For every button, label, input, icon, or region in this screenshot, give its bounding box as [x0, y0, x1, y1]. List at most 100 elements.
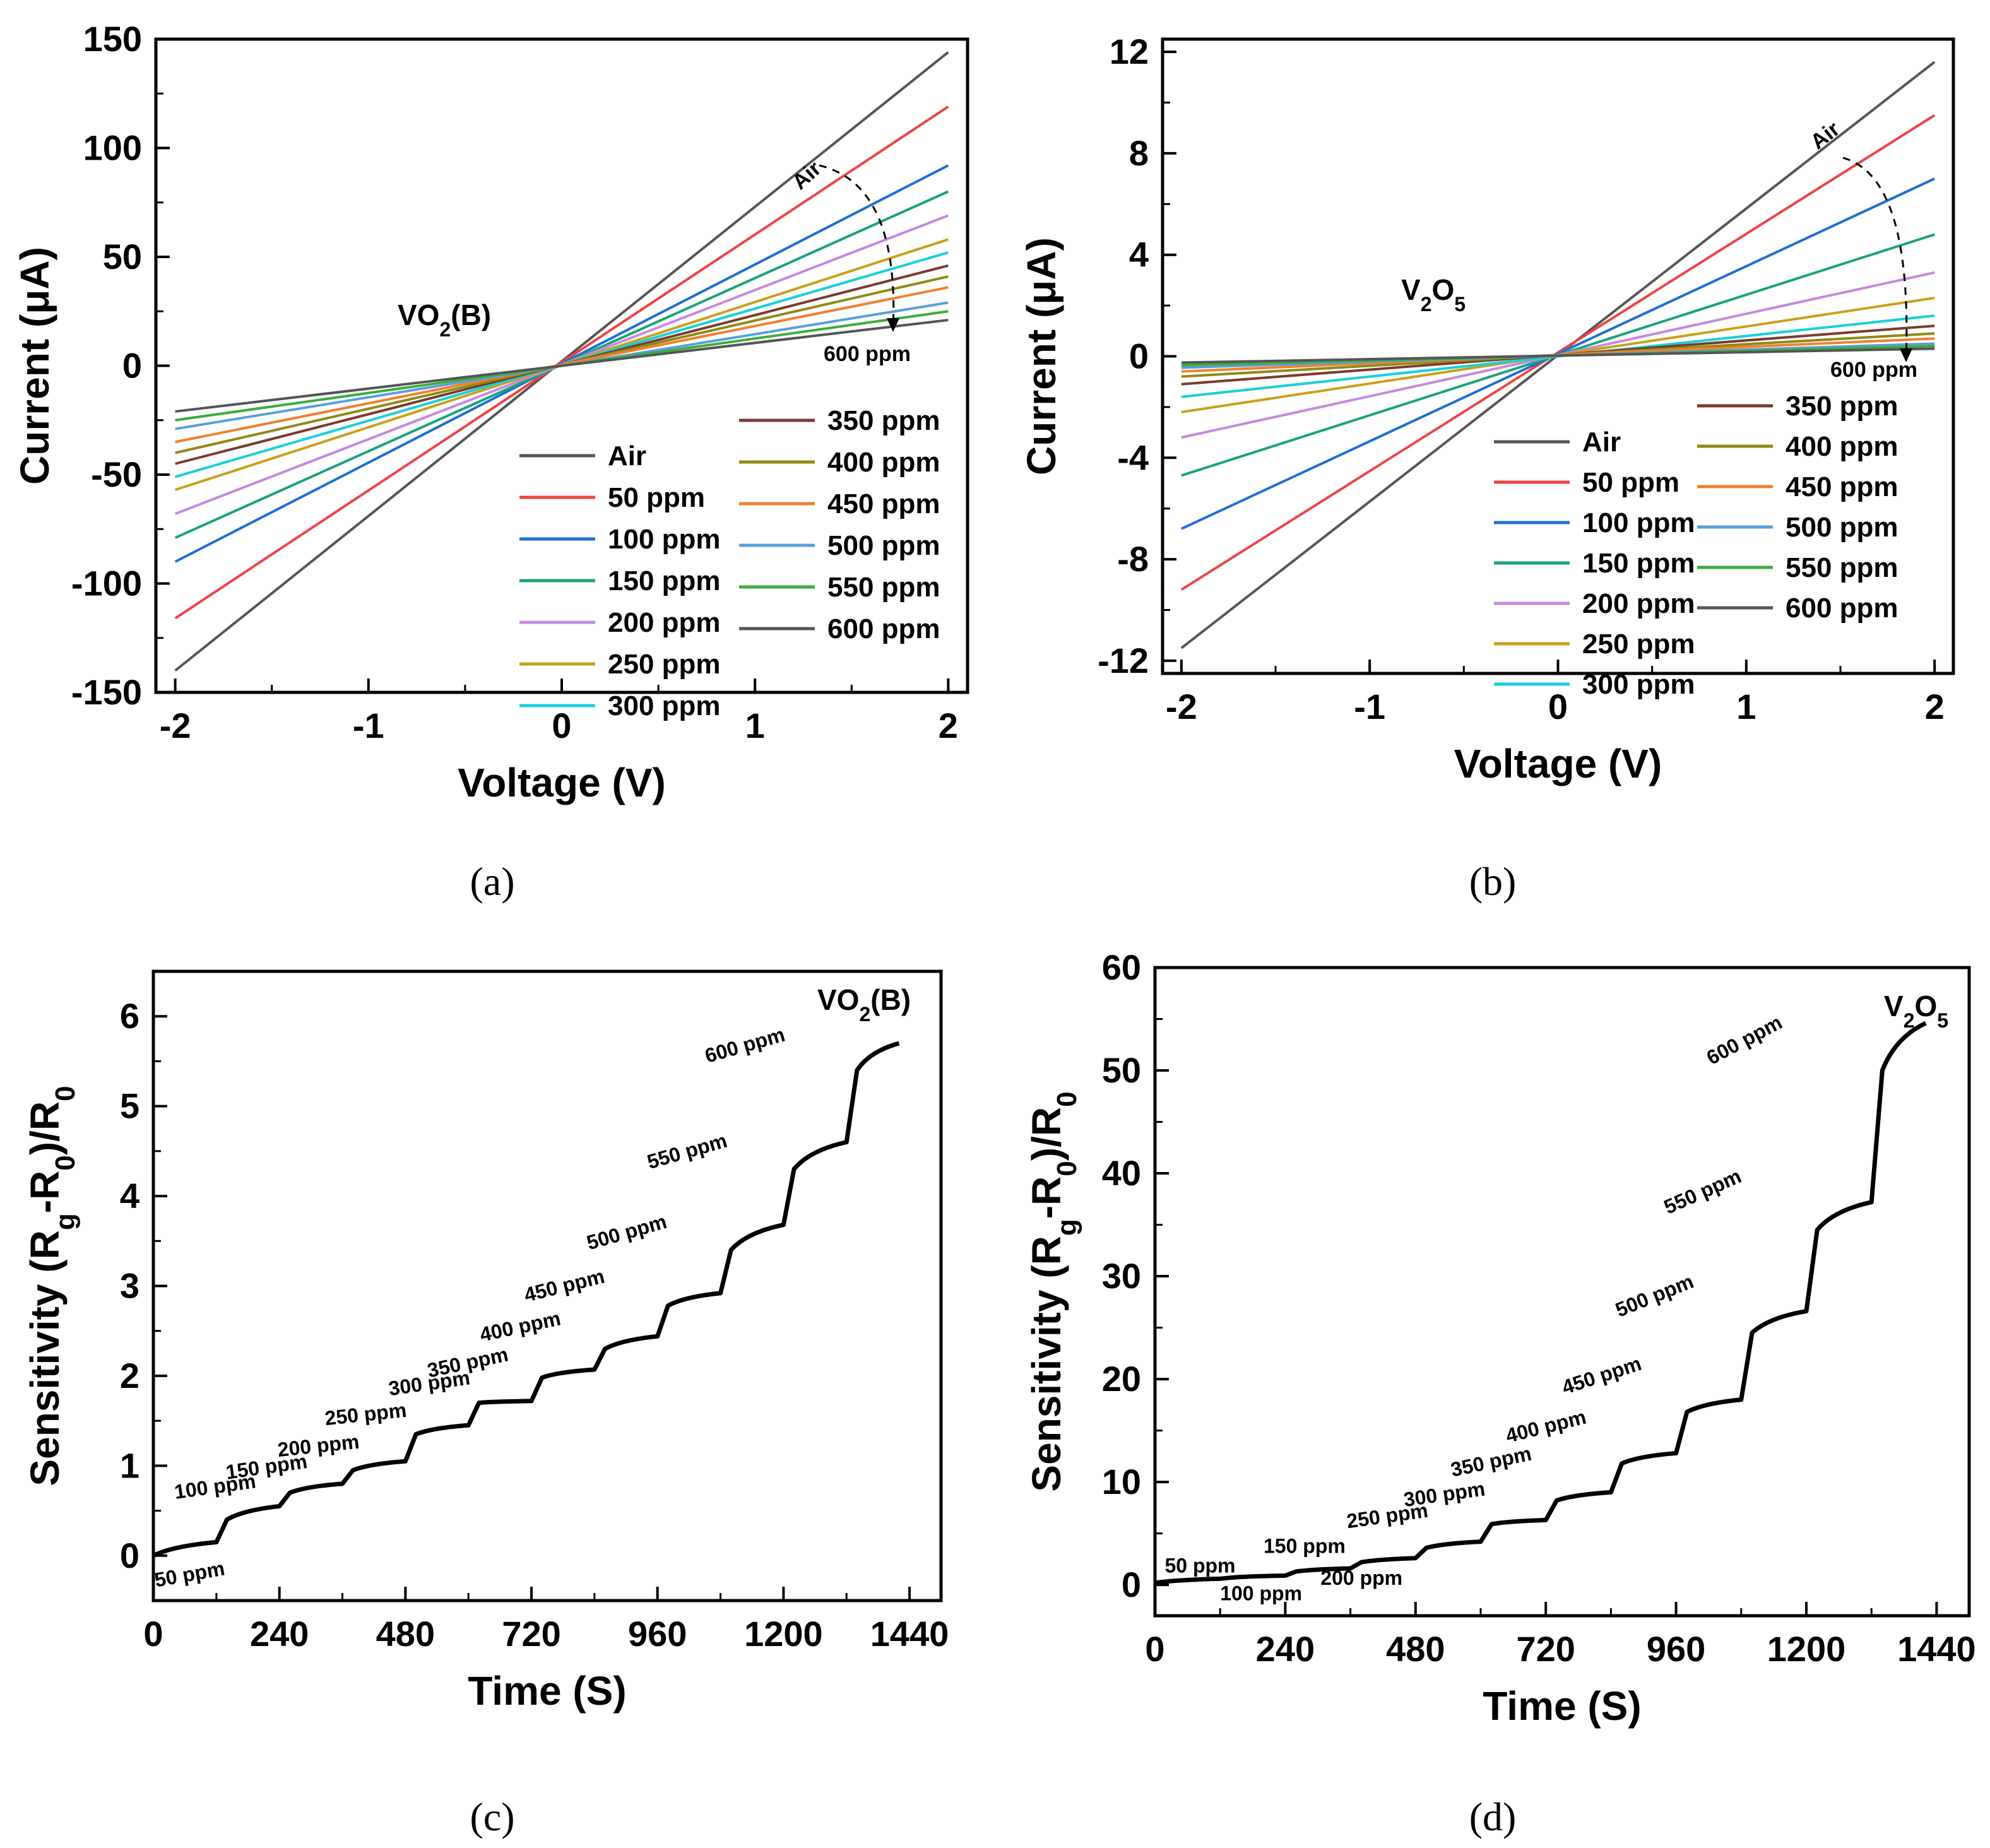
step-label-500-ppm: 500 ppm: [1612, 1270, 1697, 1322]
chart-panel-d: 0 240 480 720 960 1200 1440 0 10 20 30 40 50 60 50 ppm…: [1024, 947, 1976, 1729]
y-axis-label: Sensitivity (Rg-R0)/R0: [22, 1086, 81, 1486]
y-tick-label: 30: [1102, 1256, 1141, 1296]
caption-c: (c): [470, 1794, 514, 1839]
arrow-head-icon: [1900, 348, 1912, 362]
caption-b: (b): [1469, 859, 1517, 904]
legend-label: 300 ppm: [1582, 669, 1695, 700]
x-tick-label: 960: [1647, 1629, 1705, 1669]
y-tick-label: -50: [91, 454, 142, 494]
legend-label: Air: [608, 441, 646, 471]
series-line-600-ppm: [1181, 347, 1935, 364]
step-label-100-ppm: 100 ppm: [1220, 1582, 1302, 1605]
y-tick-label: 5: [120, 1086, 139, 1126]
step-label-300-ppm: 300 ppm: [1402, 1477, 1487, 1511]
y-tick-label: 12: [1110, 32, 1149, 71]
step-label-200-ppm: 200 ppm: [1320, 1567, 1402, 1589]
x-axis-label: Voltage (V): [1454, 741, 1662, 786]
arrow-start-label: Air: [1806, 117, 1845, 154]
step-label-550-ppm: 550 ppm: [644, 1129, 730, 1173]
x-tick-label: 1200: [744, 1614, 823, 1654]
legend-label: 550 ppm: [1786, 552, 1898, 583]
step-label-350-ppm: 350 ppm: [1448, 1442, 1533, 1481]
x-tick-label: 240: [250, 1614, 309, 1654]
sample-label: V2O5: [1884, 990, 1948, 1032]
arrow-end-label: 600 ppm: [1830, 358, 1917, 382]
x-tick-label: 0: [1145, 1629, 1164, 1669]
y-tick-label: 60: [1102, 947, 1141, 987]
legend-label: 200 ppm: [608, 607, 721, 638]
step-label-600-ppm: 600 ppm: [1703, 1010, 1786, 1069]
legend-label: 550 ppm: [827, 572, 940, 603]
y-axis-label: Sensitivity (Rg-R0)/R0: [1024, 1091, 1082, 1491]
y-tick-label: -100: [71, 564, 142, 603]
x-tick-label: 720: [502, 1614, 560, 1654]
x-tick-label: 960: [628, 1614, 687, 1654]
x-axis-label: Time (S): [468, 1668, 626, 1714]
step-label-50-ppm: 50 ppm: [1164, 1555, 1235, 1577]
x-tick-label: 2: [939, 706, 958, 745]
x-tick-label: 480: [376, 1614, 435, 1654]
legend-label: 100 ppm: [1582, 507, 1695, 538]
caption-d: (d): [1469, 1794, 1517, 1839]
y-tick-label: 100: [83, 128, 142, 168]
y-tick-label: -8: [1117, 539, 1149, 579]
legend-label: 200 ppm: [1582, 588, 1695, 619]
x-tick-label: -1: [1354, 687, 1385, 726]
y-tick-label: 1: [120, 1445, 139, 1485]
legend-label: 150 ppm: [1582, 548, 1695, 579]
y-tick-label: 3: [120, 1266, 139, 1306]
legend-label: 250 ppm: [608, 649, 721, 680]
legend-label: 500 ppm: [1786, 512, 1898, 543]
step-label-450-ppm: 450 ppm: [1559, 1352, 1644, 1399]
y-tick-label: 150: [83, 19, 142, 59]
x-tick-label: -1: [353, 706, 384, 745]
step-label-250-ppm: 250 ppm: [324, 1399, 408, 1430]
y-tick-label: 2: [120, 1356, 139, 1395]
y-tick-label: -4: [1117, 437, 1149, 477]
legend-label: 300 ppm: [608, 690, 721, 721]
arrow-head-icon: [887, 318, 899, 332]
y-tick-label: 8: [1129, 133, 1149, 173]
step-label-450-ppm: 450 ppm: [522, 1265, 607, 1306]
y-tick-label: 10: [1102, 1462, 1141, 1502]
y-axis-label: Current (μA): [1019, 237, 1064, 475]
step-label-150-ppm: 150 ppm: [1264, 1535, 1346, 1558]
x-tick-label: 240: [1256, 1629, 1315, 1669]
legend-label: 250 ppm: [1582, 629, 1695, 660]
step-label-50-ppm: 50 ppm: [153, 1557, 227, 1592]
x-tick-label: 1440: [1897, 1629, 1976, 1669]
y-axis-label: Current (μA): [12, 247, 57, 485]
y-tick-label: -12: [1098, 641, 1149, 680]
x-tick-label: 720: [1516, 1629, 1575, 1669]
legend-label: 600 ppm: [1786, 593, 1898, 624]
y-tick-label: 0: [1122, 1565, 1141, 1604]
x-tick-label: 0: [552, 706, 571, 745]
y-tick-label: 4: [120, 1176, 139, 1216]
step-label-400-ppm: 400 ppm: [478, 1306, 562, 1346]
y-tick-label: 20: [1102, 1359, 1141, 1399]
y-tick-label: 40: [1102, 1153, 1141, 1193]
gas-trend-arrow: [1842, 157, 1908, 360]
y-tick-label: 6: [120, 996, 139, 1036]
x-axis-label: Time (S): [1483, 1683, 1641, 1729]
x-tick-label: 1440: [870, 1614, 949, 1654]
legend-label: Air: [1582, 427, 1621, 458]
y-tick-label: 4: [1129, 235, 1149, 275]
y-tick-label: 0: [1129, 336, 1149, 376]
x-tick-label: -2: [160, 706, 191, 745]
legend-label: 50 ppm: [1582, 467, 1679, 498]
x-tick-label: 0: [1548, 687, 1568, 726]
sample-label: VO2(B): [817, 983, 911, 1026]
plot-frame: [1153, 966, 1971, 1618]
legend-label: 50 ppm: [608, 482, 705, 513]
x-tick-label: 480: [1386, 1629, 1445, 1669]
step-label-600-ppm: 600 ppm: [702, 1023, 788, 1067]
gas-trend-arrow: [819, 164, 895, 330]
step-label-400-ppm: 400 ppm: [1503, 1406, 1589, 1447]
legend-label: 500 ppm: [827, 530, 940, 561]
step-label-500-ppm: 500 ppm: [584, 1210, 670, 1254]
sensitivity-trace: [152, 1041, 900, 1558]
